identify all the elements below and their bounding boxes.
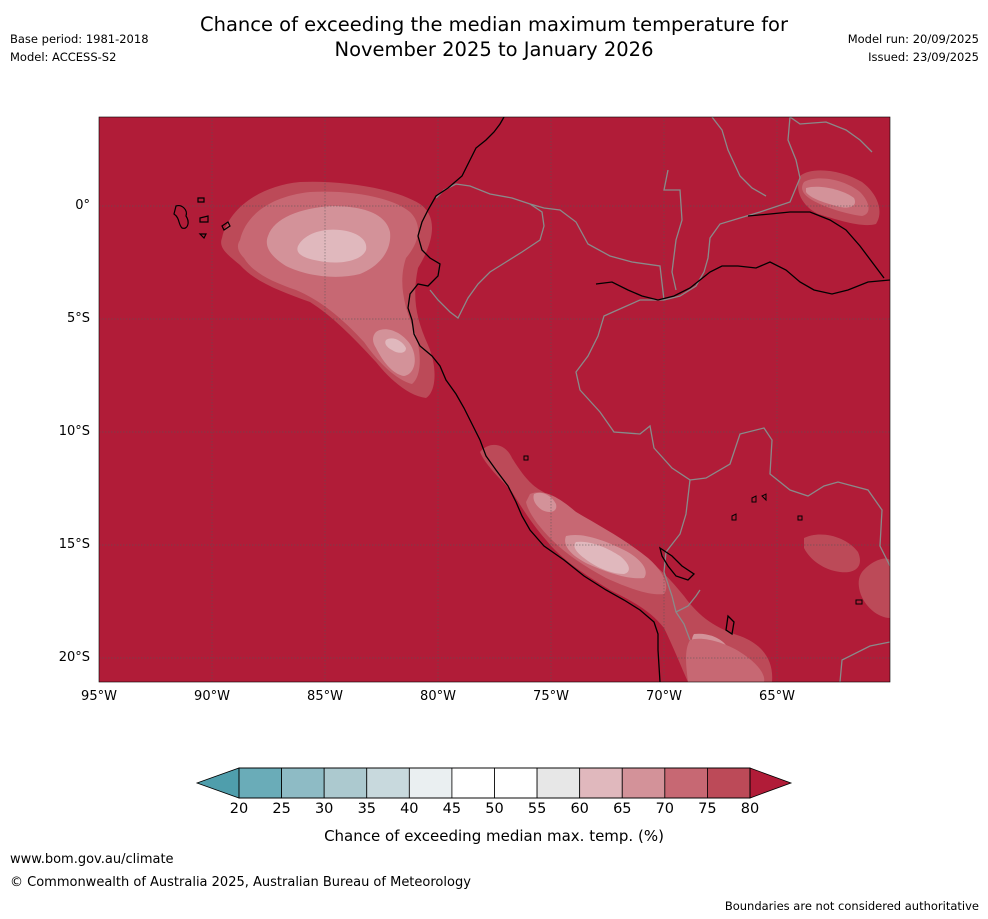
lon-tick: 90°W: [194, 689, 230, 704]
contour-65-northeast: [806, 186, 856, 208]
contour-70-andes-south: [686, 638, 765, 682]
footer-note: Boundaries are not considered authoritat…: [724, 899, 979, 913]
colorbar-tick: 20: [229, 801, 249, 817]
contour-65-andes: [533, 492, 730, 659]
chart-title: Chance of exceeding the median maximum t…: [0, 12, 988, 62]
colorbar-high-extend: [749, 767, 793, 799]
title-line-2: November 2025 to January 2026: [334, 38, 654, 61]
lat-tick: 10°S: [58, 424, 90, 439]
lat-tick: 20°S: [58, 650, 90, 665]
model-text: Model: ACCESS-S2: [10, 50, 117, 64]
map-area: [99, 117, 890, 682]
colorbar-tick: 75: [698, 801, 717, 817]
colorbar-label: Chance of exceeding median max. temp. (%…: [324, 827, 664, 845]
colorbar-segment: [281, 767, 325, 799]
title-line-1: Chance of exceeding the median maximum t…: [199, 13, 789, 36]
colorbar-segment: [451, 767, 495, 799]
colorbar-tick: 60: [570, 801, 589, 817]
colorbar-segment: [707, 767, 751, 799]
coastlines: [407, 117, 890, 682]
lon-tick: 95°W: [81, 689, 117, 704]
lon-tick: 85°W: [307, 689, 343, 704]
lon-tick: 75°W: [533, 689, 569, 704]
lat-tick: 15°S: [58, 537, 90, 552]
colorbar-low-extend: [195, 767, 240, 799]
base-period-text: Base period: 1981-2018: [10, 32, 149, 46]
colorbar-segments: [238, 767, 751, 799]
map-background: [99, 117, 890, 682]
contour-60-offshore-small: [385, 338, 406, 353]
colorbar-tick: 40: [400, 801, 419, 817]
issued-text: Issued: 23/09/2025: [868, 50, 979, 64]
colorbar-segment: [536, 767, 581, 799]
country-boundaries: [429, 117, 890, 682]
colorbar-segment: [238, 767, 282, 799]
colorbar-segment: [494, 767, 538, 799]
contour-75-east: [804, 534, 890, 618]
colorbar-tick: 70: [655, 801, 675, 817]
lat-tick: 5°S: [66, 311, 90, 326]
colorbar-tick: 50: [485, 801, 504, 817]
contour-60-offshore: [297, 229, 367, 263]
contour-65-offshore-south: [373, 329, 415, 376]
meta-right: Model run: 20/09/2025 Issued: 23/09/2025: [848, 30, 979, 66]
colorbar-tick: 65: [613, 801, 632, 817]
graticule: [99, 117, 890, 682]
lon-tick: 70°W: [646, 689, 682, 704]
colorbar-tick: 80: [740, 801, 760, 817]
lat-tick: 0°: [75, 198, 90, 213]
colorbar-segment: [664, 767, 708, 799]
colorbar-tick: 30: [314, 801, 334, 817]
colorbar-segment: [621, 767, 666, 799]
colorbar-tick: 55: [527, 801, 547, 817]
colorbar-segment: [323, 767, 368, 799]
meta-left: Base period: 1981-2018 Model: ACCESS-S2: [10, 30, 149, 66]
contour-60-andes: [574, 541, 629, 574]
colorbar-frame: [238, 767, 751, 799]
map-frame: [98, 116, 891, 683]
colorbar-segment: [579, 767, 623, 799]
galapagos-islands: [173, 197, 231, 240]
colorbar-segment: [408, 767, 453, 799]
colorbar-segment: [366, 767, 410, 799]
lon-tick: 65°W: [759, 689, 795, 704]
lakes: [523, 455, 863, 605]
colorbar-tick: 45: [442, 801, 462, 817]
footer-url: www.bom.gov.au/climate: [10, 852, 174, 867]
colorbar-tick: 25: [272, 801, 291, 817]
footer-copyright: © Commonwealth of Australia 2025, Austra…: [10, 875, 471, 890]
colorbar: [195, 767, 793, 799]
colorbar-tick: 35: [357, 801, 377, 817]
lon-tick: 80°W: [420, 689, 456, 704]
model-run-text: Model run: 20/09/2025: [847, 32, 979, 46]
